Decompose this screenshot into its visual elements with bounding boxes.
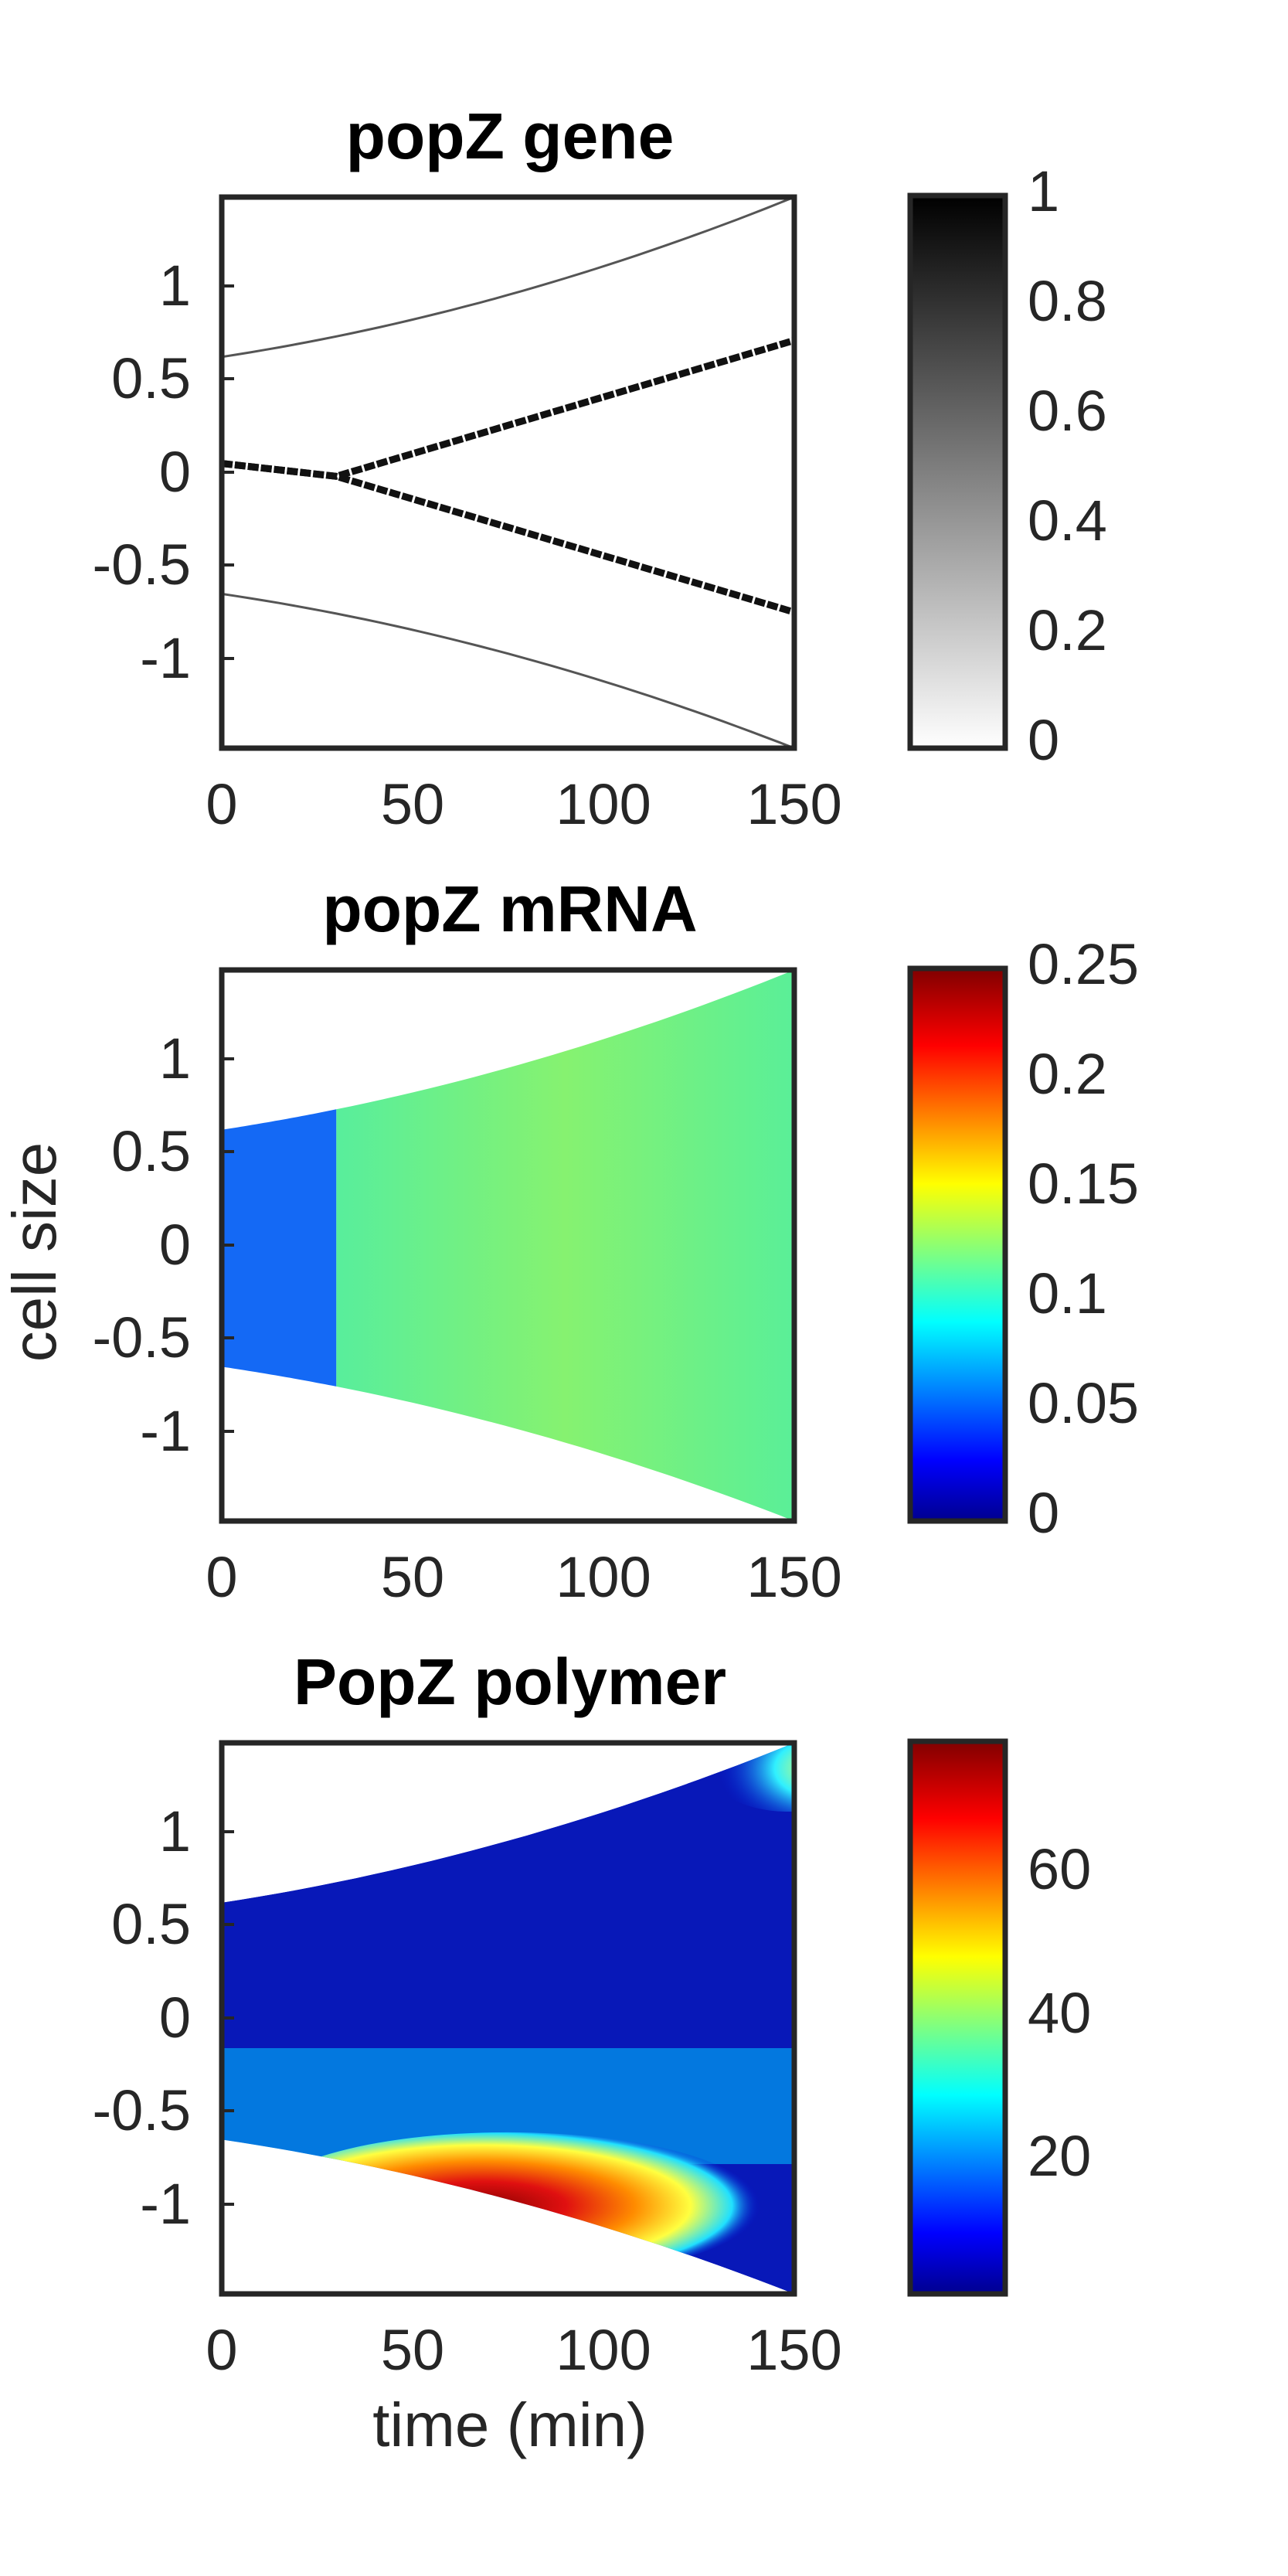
colorbar-tick-label: 0.05	[1028, 1371, 1139, 1435]
colorbar-gradient	[910, 196, 1005, 748]
panel-title: popZ gene	[346, 100, 675, 172]
colorbar-tick-label: 0.8	[1028, 269, 1107, 333]
colorbar-tick-label: 40	[1028, 1981, 1091, 2045]
colorbar-gradient	[910, 968, 1005, 1521]
colorbar-tick-label: 0	[1028, 708, 1059, 772]
colorbar-tick-label: 0.1	[1028, 1261, 1107, 1325]
y-tick-label: 1	[159, 1026, 191, 1091]
y-tick-label: -1	[140, 2172, 191, 2236]
gene-track-lower	[221, 460, 796, 616]
x-tick-label: 100	[556, 772, 651, 836]
x-tick-label: 150	[746, 1545, 841, 1609]
x-tick-label: 50	[381, 772, 444, 836]
y-axis-label: cell size	[0, 1142, 69, 1363]
hot-spot-top	[702, 1743, 794, 1812]
panel-popz-gene: popZ gene 1 0.5 0 -0.5 -1 0 50 100 150	[92, 100, 1106, 836]
y-tick-label: 0	[159, 440, 191, 504]
colorbar-tick-label: 20	[1028, 2124, 1091, 2188]
x-tick-label: 0	[206, 772, 237, 836]
colorbar-tick-label: 0	[1028, 1481, 1059, 1545]
x-ticks: 0 50 100 150	[206, 1545, 841, 1609]
panel-title: PopZ polymer	[294, 1645, 726, 1718]
colorbar: 60 40 20	[907, 1738, 1091, 2297]
x-ticks: 0 50 100 150	[206, 2318, 841, 2382]
colorbar-tick-label: 0.4	[1028, 488, 1107, 553]
y-tick-label: 1	[159, 254, 191, 318]
x-tick-label: 100	[556, 1545, 651, 1609]
y-tick-label: 0.5	[111, 1892, 191, 1956]
y-tick-label: 0	[159, 1213, 191, 1277]
panel-popz-polymer: PopZ polymer 1 0.5 0 -0.5 -1 0 50 100 15…	[92, 1645, 1091, 2382]
y-tick-label: -0.5	[92, 1305, 191, 1370]
colorbar-tick-label: 0.2	[1028, 1042, 1107, 1106]
heatmap-area	[222, 1743, 794, 2294]
y-tick-label: -1	[140, 1399, 191, 1463]
x-tick-label: 50	[381, 2318, 444, 2382]
x-tick-label: 150	[746, 772, 841, 836]
panel-popz-mrna: popZ mRNA 1 0.5 0 -0.5 -1 0 50 100 150	[92, 873, 1139, 1609]
colorbar: 0.25 0.2 0.15 0.1 0.05 0	[907, 932, 1139, 1545]
colorbar-tick-label: 0.2	[1028, 598, 1107, 662]
colorbar-gradient	[910, 1741, 1005, 2294]
x-tick-label: 0	[206, 1545, 237, 1609]
colorbar-tick-label: 0.6	[1028, 379, 1107, 443]
y-tick-label: -0.5	[92, 2078, 191, 2142]
y-tick-label: 0.5	[111, 1119, 191, 1183]
gene-track-upper	[221, 337, 796, 480]
colorbar: 1 0.8 0.6 0.4 0.2 0	[907, 159, 1107, 772]
x-ticks: 0 50 100 150	[206, 772, 841, 836]
hot-spot-bottom	[256, 2132, 760, 2279]
colorbar-tick-label: 60	[1028, 1837, 1091, 1901]
x-axis-label: time (min)	[372, 2391, 647, 2459]
colorbar-frame	[907, 1738, 1008, 2297]
cell-region-early	[222, 1109, 337, 1387]
y-tick-label: -0.5	[92, 533, 191, 597]
colorbar-tick-label: 0.25	[1028, 932, 1139, 996]
cell-boundary-top-line	[221, 196, 795, 359]
panel-title: popZ mRNA	[322, 873, 697, 945]
colorbar-frame	[907, 192, 1008, 751]
y-ticks: 1 0.5 0 -0.5 -1	[92, 1026, 234, 1463]
x-tick-label: 100	[556, 2318, 651, 2382]
cell-region-late	[336, 970, 794, 1521]
colorbar-tick-label: 1	[1028, 159, 1059, 223]
heatmap-area	[221, 196, 796, 750]
x-tick-label: 150	[746, 2318, 841, 2382]
colorbar-tick-label: 0.15	[1028, 1152, 1139, 1216]
y-tick-label: 1	[159, 1799, 191, 1863]
cell-boundary-bottom-line	[221, 592, 795, 750]
y-tick-label: 0	[159, 1986, 191, 2050]
y-tick-label: 0.5	[111, 346, 191, 410]
x-tick-label: 0	[206, 2318, 237, 2382]
y-ticks: 1 0.5 0 -0.5 -1	[92, 1799, 234, 2236]
y-tick-label: -1	[140, 626, 191, 690]
y-ticks: 1 0.5 0 -0.5 -1	[92, 254, 234, 690]
heatmap-area	[222, 970, 794, 1521]
x-tick-label: 50	[381, 1545, 444, 1609]
colorbar-frame	[907, 965, 1008, 1524]
